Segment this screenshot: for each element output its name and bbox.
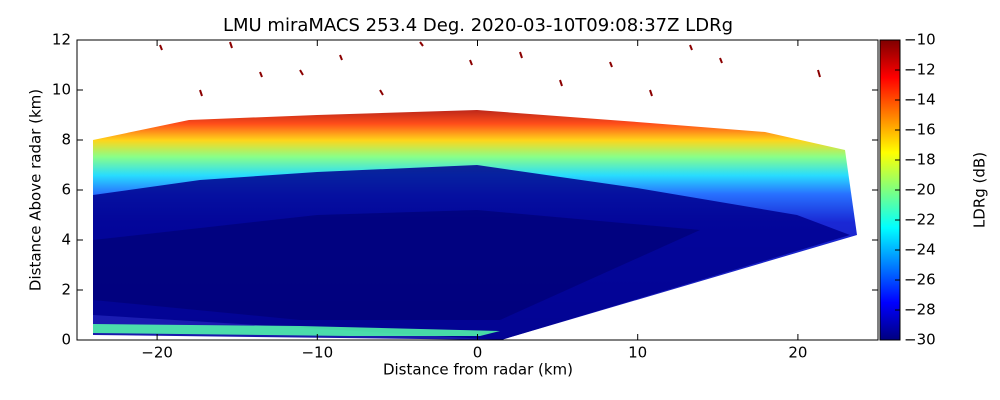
x-tick-label: 10 xyxy=(628,344,647,362)
y-axis-label: Distance Above radar (km) xyxy=(27,89,45,291)
colorbar-tick-label: −16 xyxy=(904,121,936,139)
colorbar-tick-label: −30 xyxy=(904,331,936,349)
x-tick-label: −10 xyxy=(301,344,333,362)
x-tick-label: 20 xyxy=(788,344,807,362)
y-tick-label: 6 xyxy=(61,181,71,199)
x-tick-label: 0 xyxy=(473,344,483,362)
colorbar-tick-label: −14 xyxy=(904,91,936,109)
radar-field xyxy=(93,41,857,340)
y-tick-label: 0 xyxy=(61,331,71,349)
x-tick-label: −20 xyxy=(141,344,173,362)
x-axis-label: Distance from radar (km) xyxy=(383,361,573,379)
colorbar-tick-label: −24 xyxy=(904,241,936,259)
colorbar-tick-label: −26 xyxy=(904,271,936,289)
y-tick-label: 4 xyxy=(61,231,71,249)
colorbar-tick-label: −12 xyxy=(904,61,936,79)
y-tick-label: 2 xyxy=(61,281,71,299)
colorbar-tick-label: −28 xyxy=(904,301,936,319)
y-tick-label: 8 xyxy=(61,131,71,149)
colorbar-tick-label: −18 xyxy=(904,151,936,169)
y-tick-label: 12 xyxy=(52,31,71,49)
colorbar-tick-label: −20 xyxy=(904,181,936,199)
colorbar-label: LDRg (dB) xyxy=(971,152,989,228)
y-tick-label: 10 xyxy=(52,81,71,99)
chart-title: LMU miraMACS 253.4 Deg. 2020-03-10T09:08… xyxy=(223,15,733,36)
colorbar-tick-label: −10 xyxy=(904,31,936,49)
colorbar-tick-label: −22 xyxy=(904,211,936,229)
